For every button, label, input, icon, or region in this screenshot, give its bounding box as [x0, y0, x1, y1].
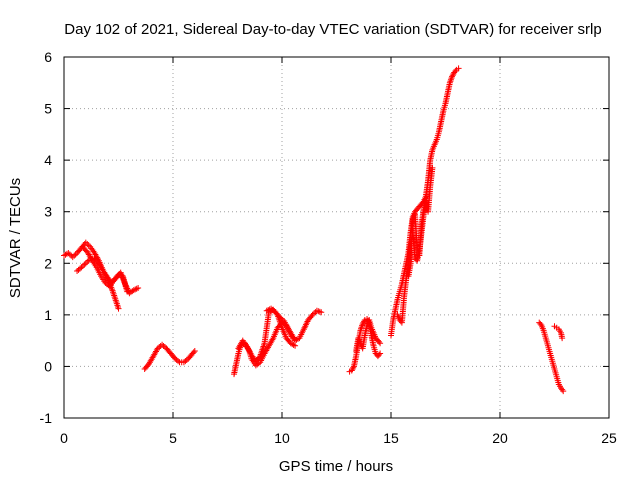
data-point: [133, 285, 140, 292]
data-point: [76, 265, 83, 272]
data-point: [318, 309, 325, 316]
data-point: [376, 338, 383, 345]
data-point: [66, 251, 73, 258]
y-tick-label: 3: [44, 204, 52, 220]
data-point: [191, 347, 198, 354]
y-axis-title: SDTVAR / TECUs: [7, 178, 24, 298]
data-point: [360, 319, 367, 326]
series-7: [263, 305, 296, 342]
data-point: [449, 73, 456, 80]
data-point: [292, 342, 299, 349]
data-point: [132, 286, 139, 293]
x-tick-label: 5: [169, 430, 177, 446]
x-tick-label: 20: [492, 430, 508, 446]
series-1: [61, 239, 122, 312]
plot-frame: [63, 56, 610, 419]
data-point: [84, 241, 91, 248]
series-4: [141, 341, 198, 373]
data-point: [310, 310, 317, 317]
x-tick-label: 0: [60, 430, 68, 446]
data-point: [377, 350, 384, 357]
grid: [64, 57, 609, 418]
data-point: [359, 321, 366, 328]
series-13: [536, 319, 567, 395]
x-tick-label: 10: [274, 430, 290, 446]
data-point: [175, 358, 182, 365]
data-point: [376, 351, 383, 358]
data-point: [429, 164, 436, 171]
data-point: [69, 254, 76, 261]
axis-ticks: [63, 56, 610, 419]
data-point: [263, 307, 270, 314]
data-point: [85, 242, 92, 249]
y-tick-label: 2: [44, 255, 52, 271]
y-tick-label: 5: [44, 101, 52, 117]
data-point: [455, 65, 462, 72]
data-point: [349, 366, 356, 373]
data-point: [350, 364, 357, 371]
data-point: [377, 340, 384, 347]
data-point: [81, 261, 88, 268]
x-axis-title: GPS time / hours: [279, 458, 393, 475]
series-10: [388, 65, 462, 339]
y-tick-label: 4: [44, 152, 52, 168]
data-point: [560, 388, 567, 395]
data-points: [61, 65, 567, 395]
data-point: [308, 313, 315, 320]
data-point: [315, 308, 322, 315]
data-point: [116, 272, 123, 279]
data-point: [115, 305, 122, 312]
data-point: [65, 249, 72, 256]
series-9: [353, 317, 384, 354]
data-point: [82, 260, 89, 267]
data-point: [449, 72, 456, 79]
data-point: [537, 320, 544, 327]
data-point: [84, 258, 91, 265]
data-point: [452, 68, 459, 75]
y-tick-label: -1: [40, 410, 53, 426]
data-point: [130, 287, 137, 294]
data-point: [71, 252, 78, 259]
data-point: [309, 311, 316, 318]
data-point: [115, 271, 122, 278]
data-point: [559, 335, 566, 342]
data-point: [82, 239, 89, 246]
x-tick-label: 15: [383, 430, 399, 446]
series-3: [80, 244, 131, 295]
x-tick-labels: 0 5 10 15 20 25: [60, 430, 617, 446]
data-point: [79, 263, 86, 270]
data-point: [266, 306, 273, 313]
chart-title: Day 102 of 2021, Sidereal Day-to-day VTE…: [64, 21, 601, 38]
data-point: [289, 335, 296, 342]
data-point: [124, 288, 131, 295]
series-2: [74, 255, 142, 297]
data-point: [63, 250, 70, 257]
data-point: [78, 264, 85, 271]
y-tick-label: 0: [44, 358, 52, 374]
data-point: [348, 367, 355, 374]
data-point: [135, 285, 142, 292]
data-point: [72, 251, 79, 258]
data-point: [290, 341, 297, 348]
y-tick-labels: -1 0 1 2 3 4 5 6: [40, 49, 53, 426]
y-tick-label: 6: [44, 49, 52, 65]
data-point: [316, 308, 323, 315]
series-12: [405, 164, 436, 280]
data-point: [190, 349, 197, 356]
series-14: [551, 323, 566, 342]
x-tick-label: 25: [601, 430, 617, 446]
data-point: [313, 307, 320, 314]
y-tick-label: 1: [44, 307, 52, 323]
